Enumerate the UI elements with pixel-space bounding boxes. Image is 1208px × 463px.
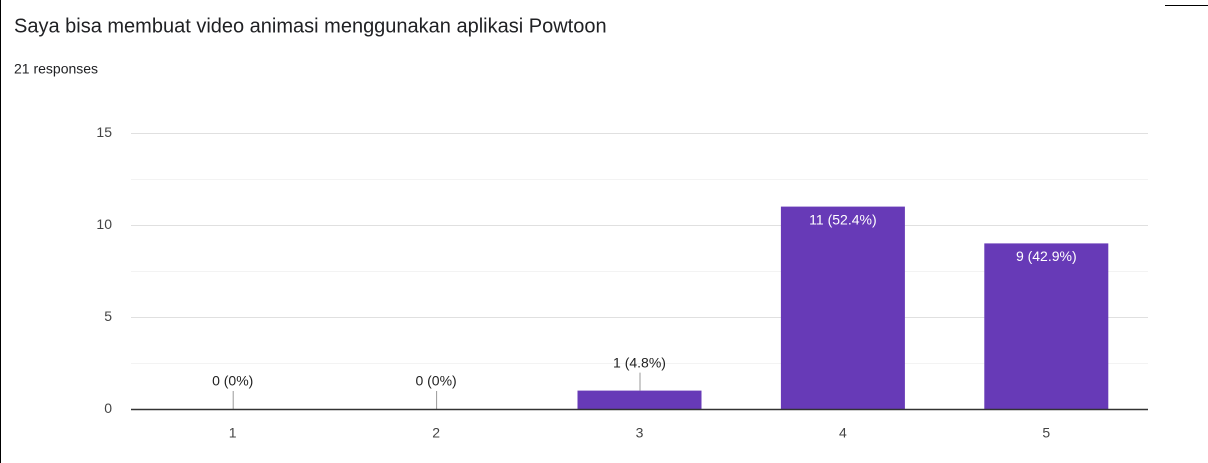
data-label: 9 (42.9%)	[1016, 248, 1077, 264]
data-label: 0 (0%)	[415, 373, 456, 389]
x-tick-label: 1	[229, 425, 237, 441]
data-label: 1 (4.8%)	[613, 354, 666, 370]
y-tick-label: 10	[96, 216, 112, 232]
data-label: 11 (52.4%)	[809, 211, 876, 227]
x-tick-label: 5	[1042, 425, 1050, 441]
chart-title: Saya bisa membuat video animasi mengguna…	[14, 15, 607, 37]
data-label: 0 (0%)	[212, 373, 253, 389]
chart-subtitle: 21 responses	[14, 61, 98, 77]
x-tick-label: 2	[432, 425, 440, 441]
x-tick-label: 4	[839, 425, 847, 441]
bar	[780, 206, 905, 409]
y-tick-label: 0	[104, 400, 112, 416]
y-tick-label: 15	[96, 124, 112, 140]
y-tick-label: 5	[104, 308, 112, 324]
x-tick-label: 3	[636, 425, 644, 441]
bar	[984, 243, 1109, 409]
bar	[577, 390, 702, 409]
